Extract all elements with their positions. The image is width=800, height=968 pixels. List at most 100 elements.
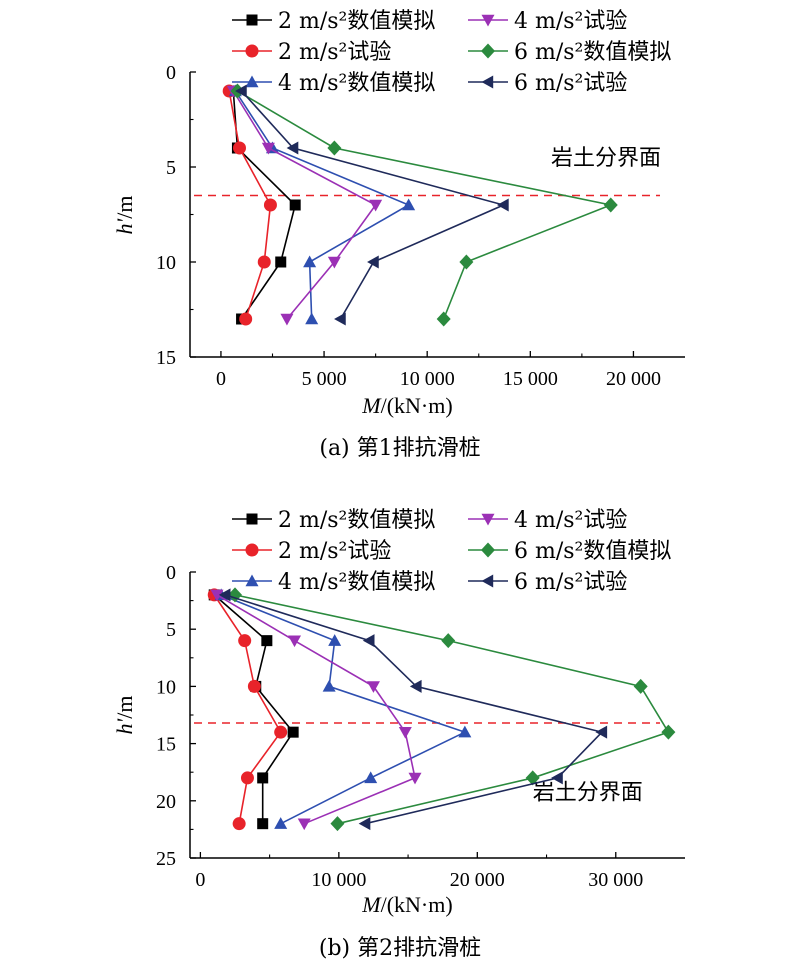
- y-tick-label: 20: [156, 791, 176, 813]
- data-point: [232, 817, 246, 831]
- legend-marker: [481, 574, 494, 588]
- data-point: [274, 817, 288, 829]
- y-axis-label-unit: /m: [112, 696, 137, 719]
- legend-label: 2 m/s²数值模拟: [278, 9, 435, 34]
- series-3: [228, 84, 416, 325]
- data-point: [436, 311, 451, 327]
- data-point: [327, 256, 341, 269]
- legend-marker: [481, 75, 494, 89]
- data-point: [238, 634, 252, 648]
- x-axis-label-unit: /(kN·m): [381, 892, 453, 917]
- series-6: [218, 588, 608, 831]
- legend-label: 2 m/s²试验: [278, 539, 391, 564]
- data-point: [551, 771, 563, 785]
- legend-marker: [246, 14, 258, 26]
- legend-1: 2 m/s²数值模拟 2 m/s²试验 4 m/s²数值模拟 4 m/s²试验 6 m/…: [232, 9, 671, 96]
- x-tick-label: 10 000: [311, 869, 366, 891]
- data-point: [398, 726, 412, 739]
- series-line: [216, 594, 416, 825]
- x-tick-label: 5 000: [302, 368, 347, 390]
- series-line: [232, 90, 377, 320]
- data-point: [409, 679, 422, 693]
- y-axis-label-unit: /m: [112, 196, 137, 219]
- legend-marker: [245, 44, 259, 58]
- panel-caption: (b) 第2排抗滑桩: [319, 936, 481, 961]
- y-tick-label: 25: [156, 848, 176, 870]
- x-axis-label: M/(kN·m): [361, 393, 452, 418]
- series-line: [225, 594, 604, 825]
- data-point: [233, 141, 246, 155]
- data-point: [289, 199, 301, 211]
- series-2: [222, 84, 277, 326]
- x-axis-label-unit: /(kN·m): [381, 393, 453, 418]
- data-point: [322, 679, 336, 692]
- data-point: [525, 770, 540, 786]
- y-tick-label: 10: [156, 676, 176, 698]
- data-point: [274, 725, 288, 739]
- data-point: [369, 199, 383, 212]
- legend-label: 4 m/s²数值模拟: [278, 570, 435, 595]
- data-point: [305, 312, 319, 325]
- legend-marker: [481, 513, 495, 526]
- data-point: [362, 634, 375, 648]
- y-axis-label-symbol: h': [112, 218, 137, 234]
- legend-label: 6 m/s²试验: [514, 570, 627, 595]
- data-point: [275, 256, 287, 268]
- data-point: [366, 681, 380, 693]
- x-tick-label: 30 000: [588, 869, 643, 891]
- legend-marker: [245, 75, 259, 88]
- data-point: [595, 725, 608, 739]
- data-point: [257, 818, 269, 830]
- series-5: [230, 83, 618, 327]
- data-point: [402, 198, 416, 211]
- series-4: [226, 85, 383, 326]
- data-point: [328, 634, 342, 646]
- legend-marker: [481, 43, 495, 59]
- data-point: [261, 635, 273, 647]
- panel-2: 2 m/s²数值模拟 2 m/s²试验 4 m/s²数值模拟 4 m/s²试验 6 m/…: [112, 508, 685, 961]
- data-point: [633, 678, 648, 694]
- legend-marker: [481, 542, 495, 558]
- data-point: [327, 140, 342, 156]
- y-tick-label: 15: [156, 347, 176, 369]
- data-point: [364, 771, 378, 784]
- data-point: [257, 255, 271, 269]
- data-point: [210, 589, 224, 602]
- series-line: [213, 594, 295, 824]
- legend-label: 4 m/s²数值模拟: [278, 71, 435, 96]
- y-tick-label: 0: [166, 62, 176, 84]
- y-tick-label: 10: [156, 252, 176, 274]
- panel-1: 2 m/s²数值模拟 2 m/s²试验 4 m/s²数值模拟 4 m/s²试验 6 m/…: [112, 9, 685, 461]
- interface-label: 岩土分界面: [533, 781, 643, 806]
- legend-marker: [246, 513, 258, 525]
- panel-caption: (a) 第1排抗滑桩: [319, 436, 480, 461]
- y-tick-label: 0: [166, 562, 176, 584]
- data-point: [218, 588, 231, 602]
- x-tick-label: 0: [216, 368, 226, 390]
- series-5: [228, 587, 676, 832]
- data-point: [459, 254, 474, 270]
- interface-label: 岩土分界面: [551, 146, 661, 171]
- data-point: [280, 313, 294, 326]
- legend-label: 4 m/s²试验: [514, 508, 627, 533]
- data-point: [286, 141, 299, 155]
- legend-marker: [245, 543, 259, 557]
- data-point: [303, 255, 317, 268]
- data-point: [661, 724, 676, 740]
- legend-marker: [481, 14, 495, 27]
- y-axis-label: h'/m: [112, 696, 137, 735]
- data-point: [330, 816, 345, 832]
- legend-label: 2 m/s²数值模拟: [278, 508, 435, 533]
- legend-marker: [245, 574, 259, 587]
- x-tick-label: 15 000: [503, 368, 558, 390]
- legend-label: 6 m/s²数值模拟: [514, 40, 671, 65]
- series-line: [234, 594, 670, 825]
- data-point: [288, 635, 302, 648]
- series-4: [210, 589, 422, 831]
- data-point: [603, 197, 618, 213]
- series-line: [234, 90, 411, 320]
- x-axis-label-symbol: M: [361, 393, 382, 418]
- y-tick-label: 15: [156, 734, 176, 756]
- y-tick-label: 5: [166, 619, 176, 641]
- legend-label: 4 m/s²试验: [514, 9, 627, 34]
